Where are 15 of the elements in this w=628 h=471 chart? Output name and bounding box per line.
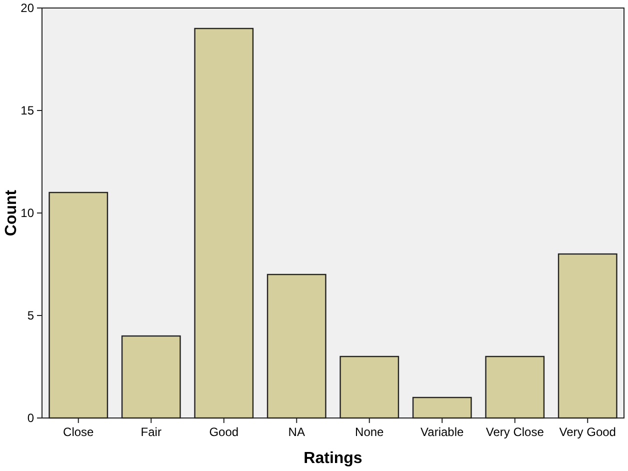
- x-tick-label: Very Good: [559, 425, 616, 439]
- x-tick-label: NA: [288, 425, 305, 439]
- y-tick-label: 15: [20, 104, 34, 118]
- x-tick-label: Variable: [420, 425, 464, 439]
- y-axis-title: Count: [3, 189, 20, 236]
- y-tick-label: 20: [20, 1, 34, 16]
- x-axis-title: Ratings: [304, 450, 362, 467]
- x-tick-label: Close: [63, 425, 94, 439]
- x-tick-label: Fair: [140, 425, 162, 439]
- y-tick-label: 5: [27, 308, 34, 323]
- x-tick-label: None: [355, 425, 384, 439]
- x-tick-label: Good: [209, 425, 239, 439]
- y-tick-label: 0: [27, 411, 34, 426]
- x-tick-label: Very Close: [486, 425, 544, 439]
- y-tick-label: 10: [20, 206, 34, 220]
